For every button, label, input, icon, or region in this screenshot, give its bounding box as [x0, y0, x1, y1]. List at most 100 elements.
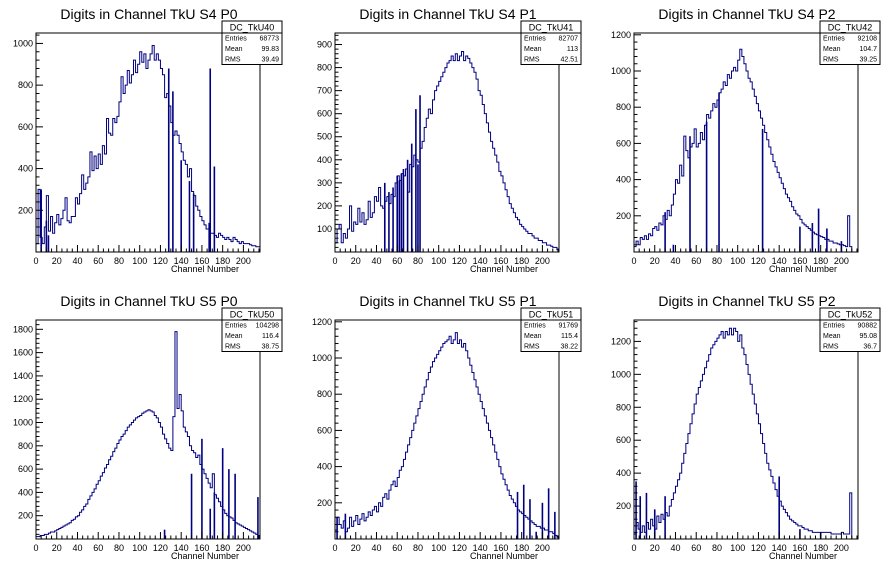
x-axis-label: Channel Number — [769, 551, 837, 561]
stats-label: Entries — [524, 36, 546, 43]
stats-label: RMS — [823, 344, 839, 351]
x-tick-label: 160 — [194, 256, 209, 266]
x-tick-label: 80 — [712, 256, 722, 266]
x-tick-label: 120 — [452, 543, 467, 553]
x-tick-label: 40 — [371, 543, 381, 553]
histogram-line — [334, 332, 560, 539]
x-tick-label: 140 — [772, 256, 787, 266]
stats-value: 113 — [567, 46, 578, 53]
stats-value: 38.22 — [560, 344, 578, 351]
y-tick-label: 400 — [317, 155, 332, 165]
x-tick-label: 160 — [792, 543, 807, 553]
y-tick-label: 400 — [18, 487, 33, 497]
panel-3: Digits in Channel TkU S4 P2 0 20 40 60 80 100… — [598, 0, 896, 287]
y-tick-label: 1200 — [611, 30, 631, 40]
stats-label: Entries — [823, 323, 845, 330]
x-tick-label: 180 — [215, 543, 230, 553]
x-tick-label: 60 — [392, 543, 402, 553]
y-tick-label: 800 — [18, 80, 33, 90]
stats-box — [819, 307, 881, 352]
stats-label: RMS — [823, 57, 839, 64]
x-tick-label: 120 — [751, 256, 766, 266]
x-axis-label: Channel Number — [171, 264, 239, 274]
stats-label: Mean — [524, 333, 542, 340]
stats-label: Entries — [823, 36, 845, 43]
y-tick-label: 200 — [317, 498, 332, 508]
x-tick-label: 0 — [33, 256, 38, 266]
stats-value: 104.7 — [859, 46, 877, 53]
stats-label: Mean — [225, 46, 243, 53]
stats-box — [221, 20, 283, 65]
stats-title: DC_TkU50 — [230, 310, 275, 320]
x-tick-label: 0 — [332, 256, 337, 266]
x-tick-label: 80 — [114, 256, 124, 266]
stats-value: 91769 — [559, 323, 579, 330]
plot-frame — [633, 319, 859, 540]
y-tick-label: 800 — [616, 102, 631, 112]
x-tick-label: 0 — [631, 543, 636, 553]
panel-4: Digits in Channel TkU S5 P0 0 20 40 60 80 100… — [0, 287, 298, 574]
y-tick-label: 1200 — [611, 336, 631, 346]
x-tick-label: 160 — [194, 543, 209, 553]
y-tick-label: 1000 — [13, 418, 33, 428]
x-tick-label: 120 — [153, 256, 168, 266]
stats-box — [520, 307, 582, 352]
x-tick-label: 200 — [236, 543, 251, 553]
y-tick-label: 1400 — [13, 371, 33, 381]
x-tick-label: 80 — [413, 543, 423, 553]
x-tick-label: 100 — [730, 543, 745, 553]
histogram-line — [35, 45, 261, 252]
stats-value: 38.75 — [261, 344, 279, 351]
x-tick-label: 200 — [236, 256, 251, 266]
histogram-line — [35, 331, 261, 539]
x-tick-label: 140 — [473, 543, 488, 553]
plot-frame — [633, 32, 859, 253]
stats-value: 68773 — [260, 36, 280, 43]
y-tick-label: 800 — [18, 441, 33, 451]
chart-title: Digits in Channel TkU S4 P2 — [658, 6, 836, 22]
y-tick-label: 800 — [616, 402, 631, 412]
x-axis-label: Channel Number — [470, 264, 538, 274]
x-tick-label: 80 — [114, 543, 124, 553]
stats-label: Mean — [823, 46, 841, 53]
y-tick-label: 1000 — [611, 66, 631, 76]
stats-box — [819, 20, 881, 65]
stats-label: RMS — [524, 57, 540, 64]
plot-frame — [334, 32, 560, 253]
x-tick-label: 140 — [174, 256, 189, 266]
y-tick-label: 700 — [317, 86, 332, 96]
x-tick-label: 80 — [413, 256, 423, 266]
x-tick-label: 20 — [351, 543, 361, 553]
x-tick-label: 100 — [132, 543, 147, 553]
y-tick-label: 1200 — [13, 394, 33, 404]
histogram-plot: 0 20 40 60 80 100 120 140 160 180 200 200 400 600 800 1… — [611, 307, 881, 561]
stats-box — [221, 307, 283, 352]
stats-title: DC_TkU40 — [230, 23, 275, 33]
histogram-plot: 0 20 40 60 80 100 120 140 160 180 200 200 400 600 800 1… — [312, 307, 582, 561]
chart-title: Digits in Channel TkU S4 P0 — [60, 6, 238, 22]
y-tick-label: 600 — [18, 464, 33, 474]
y-tick-label: 200 — [616, 211, 631, 221]
stats-value: 95.08 — [859, 333, 877, 340]
histogram-line — [633, 327, 853, 539]
y-tick-label: 400 — [616, 468, 631, 478]
stats-label: Mean — [823, 333, 841, 340]
y-tick-label: 1000 — [611, 369, 631, 379]
x-tick-label: 60 — [691, 256, 701, 266]
y-tick-label: 100 — [317, 224, 332, 234]
x-tick-label: 60 — [392, 256, 402, 266]
x-tick-label: 40 — [72, 256, 82, 266]
stats-value: 90882 — [858, 323, 878, 330]
stats-label: RMS — [225, 344, 241, 351]
x-axis-label: Channel Number — [171, 551, 239, 561]
stats-value: 116.4 — [262, 333, 279, 340]
histogram-plot: 0 20 40 60 80 100 120 140 160 180 200 100 200 300 400 5… — [317, 20, 582, 274]
stats-value: 39.25 — [859, 57, 877, 64]
stats-value: 36.7 — [863, 344, 877, 351]
x-tick-label: 60 — [93, 256, 103, 266]
y-tick-label: 600 — [317, 425, 332, 435]
histogram-plot: 0 20 40 60 80 100 120 140 160 180 200 200 400 600 800 1… — [611, 20, 881, 274]
stats-title: DC_TkU51 — [529, 310, 574, 320]
y-tick-label: 200 — [616, 501, 631, 511]
stats-label: RMS — [524, 344, 540, 351]
